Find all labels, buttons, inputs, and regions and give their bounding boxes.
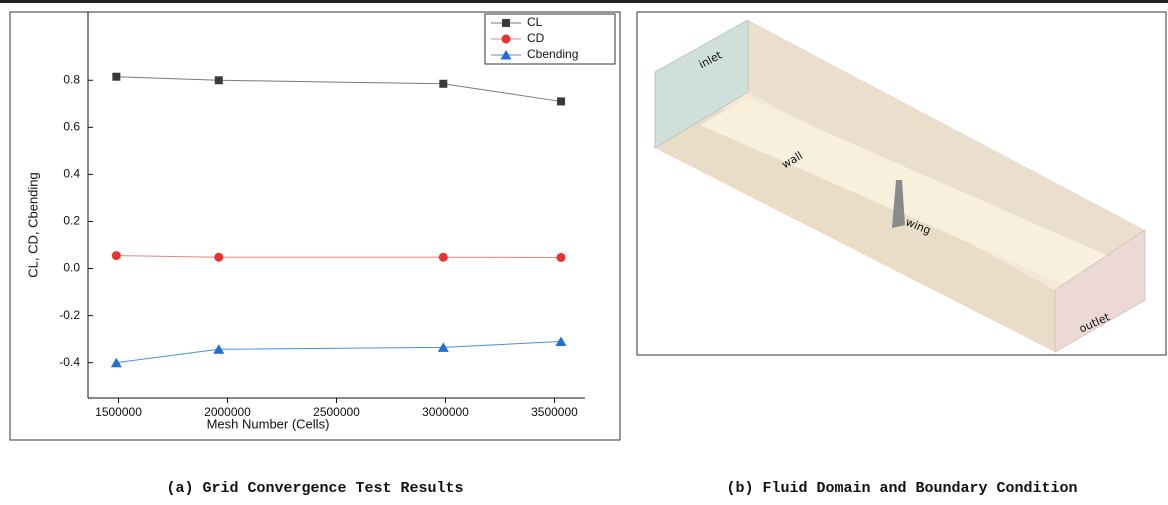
marker bbox=[439, 80, 447, 88]
legend-marker bbox=[502, 19, 510, 27]
y-tick-label: 0.6 bbox=[63, 120, 80, 134]
x-tick-label: 3500000 bbox=[531, 405, 578, 419]
page: -0.4-0.20.00.20.40.60.815000002000000250… bbox=[0, 0, 1168, 505]
y-tick-label: -0.4 bbox=[59, 355, 80, 369]
figure: -0.4-0.20.00.20.40.60.815000002000000250… bbox=[0, 0, 1168, 500]
caption-b: (b) Fluid Domain and Boundary Condition bbox=[726, 480, 1077, 497]
caption-a: (a) Grid Convergence Test Results bbox=[166, 480, 463, 497]
marker bbox=[557, 253, 566, 262]
y-tick-label: 0.2 bbox=[63, 214, 80, 228]
marker bbox=[215, 76, 223, 84]
legend-marker bbox=[502, 35, 511, 44]
x-axis-label: Mesh Number (Cells) bbox=[207, 416, 330, 431]
y-tick-label: 0.8 bbox=[63, 72, 80, 86]
marker bbox=[214, 253, 223, 262]
marker bbox=[557, 97, 565, 105]
marker bbox=[439, 253, 448, 262]
legend-label: CD bbox=[527, 31, 545, 45]
marker bbox=[112, 251, 121, 260]
series-line bbox=[116, 77, 561, 102]
x-tick-label: 3000000 bbox=[422, 405, 469, 419]
domain-diagram: inlet wall wing outlet bbox=[637, 12, 1166, 355]
legend-label: CL bbox=[527, 15, 543, 29]
y-tick-label: -0.2 bbox=[59, 308, 80, 322]
legend-label: Cbending bbox=[527, 47, 578, 61]
y-tick-label: 0.0 bbox=[63, 261, 80, 275]
series-line bbox=[116, 342, 561, 363]
marker bbox=[112, 73, 120, 81]
y-tick-label: 0.4 bbox=[63, 167, 80, 181]
x-tick-label: 1500000 bbox=[95, 405, 142, 419]
series-line bbox=[116, 256, 561, 258]
y-axis-label: CL, CD, Cbending bbox=[25, 172, 40, 278]
chart-frame bbox=[10, 12, 620, 440]
